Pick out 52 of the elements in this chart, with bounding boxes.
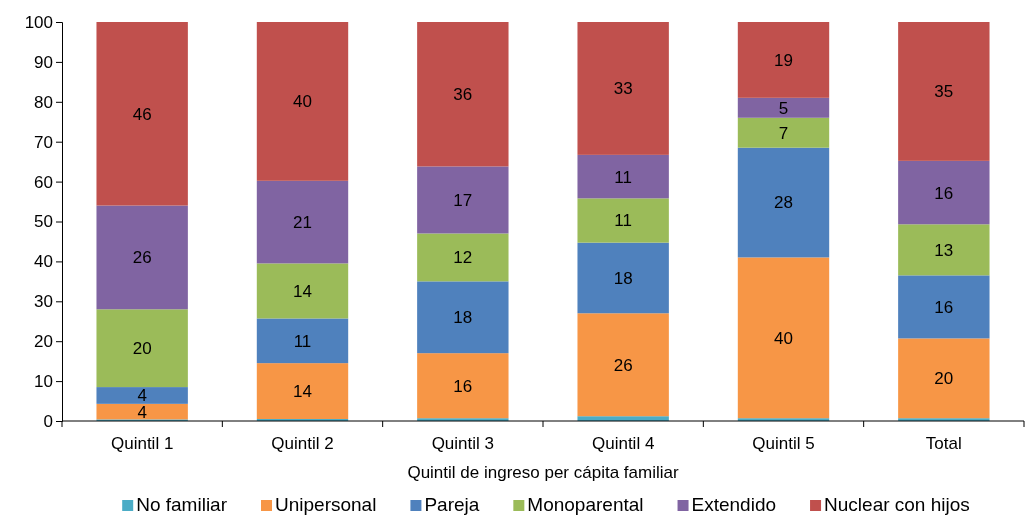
data-label: 21 bbox=[293, 213, 312, 233]
data-label: 36 bbox=[453, 85, 473, 105]
legend-label: Nuclear con hijos bbox=[824, 494, 970, 515]
data-label: 11 bbox=[293, 331, 312, 351]
legend-label: Extendido bbox=[691, 494, 777, 515]
data-label: 7 bbox=[778, 123, 789, 143]
legend-label: No familiar bbox=[136, 494, 228, 515]
data-label: 40 bbox=[774, 328, 793, 348]
data-label: 35 bbox=[934, 82, 954, 102]
data-label: 26 bbox=[132, 248, 152, 268]
x-tick-label: Quintil 1 bbox=[110, 434, 174, 453]
y-tick-label: 70 bbox=[34, 132, 53, 152]
y-tick-label: 100 bbox=[24, 12, 53, 32]
y-tick-label: 0 bbox=[43, 411, 53, 431]
y-tick-label: 50 bbox=[34, 212, 53, 232]
data-label: 11 bbox=[614, 167, 632, 187]
data-label: 16 bbox=[934, 297, 954, 317]
data-label: 11 bbox=[614, 211, 632, 231]
data-label: 16 bbox=[934, 183, 954, 203]
y-tick-label: 60 bbox=[34, 172, 53, 192]
x-axis-title: Quintil de ingreso per cápita familiar bbox=[407, 463, 679, 482]
legend-label: Monoparental bbox=[527, 494, 644, 515]
data-label: 13 bbox=[934, 240, 954, 260]
legend-label: Unipersonal bbox=[275, 494, 377, 515]
data-label: 14 bbox=[293, 281, 312, 301]
data-label: 20 bbox=[934, 369, 954, 389]
y-tick-label: 20 bbox=[34, 332, 53, 352]
data-label: 20 bbox=[132, 339, 152, 359]
legend-label: Pareja bbox=[424, 494, 480, 515]
y-tick-label: 90 bbox=[34, 52, 53, 72]
x-tick-label: Quintil 4 bbox=[591, 434, 655, 453]
x-tick-label: Quintil 3 bbox=[431, 434, 495, 453]
y-tick-label: 80 bbox=[34, 92, 53, 112]
data-label: 46 bbox=[132, 104, 152, 124]
data-label: 5 bbox=[778, 98, 789, 118]
data-label: 19 bbox=[774, 50, 793, 70]
data-label: 40 bbox=[293, 92, 312, 112]
data-label: 12 bbox=[453, 248, 473, 268]
data-label: 14 bbox=[293, 382, 312, 402]
data-label: 33 bbox=[613, 79, 633, 99]
x-tick-label: Total bbox=[925, 434, 962, 453]
x-tick-label: Quintil 5 bbox=[752, 434, 815, 453]
data-label: 26 bbox=[613, 355, 633, 375]
data-label: 17 bbox=[453, 190, 473, 210]
data-label: 16 bbox=[453, 376, 473, 396]
data-label: 18 bbox=[613, 268, 633, 288]
data-label: 18 bbox=[453, 308, 473, 328]
data-label: 28 bbox=[774, 193, 793, 213]
x-tick-label: Quintil 2 bbox=[271, 434, 334, 453]
y-tick-label: 40 bbox=[34, 252, 53, 272]
y-tick-label: 30 bbox=[34, 292, 53, 312]
y-tick-label: 10 bbox=[34, 372, 53, 392]
